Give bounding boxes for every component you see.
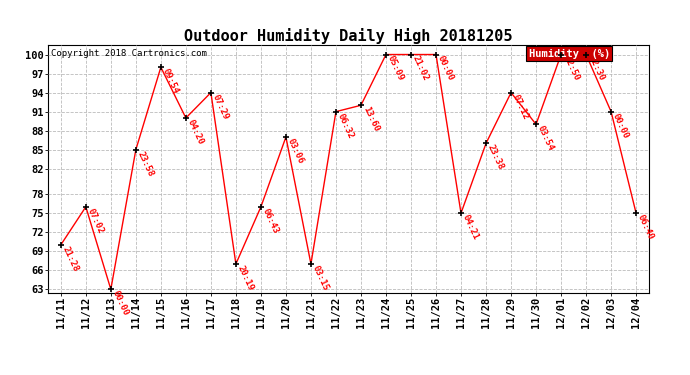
Text: 03:15: 03:15 (311, 264, 331, 292)
Text: 23:58: 23:58 (136, 150, 155, 178)
Text: 07:12: 07:12 (511, 93, 531, 121)
Text: 12:30: 12:30 (586, 54, 606, 82)
Title: Outdoor Humidity Daily High 20181205: Outdoor Humidity Daily High 20181205 (184, 28, 513, 44)
Text: 00:00: 00:00 (436, 54, 455, 82)
Text: Copyright 2018 Cartronics.com: Copyright 2018 Cartronics.com (51, 49, 207, 58)
Text: 13:60: 13:60 (361, 105, 380, 134)
Text: 03:54: 03:54 (536, 124, 555, 153)
Text: 00:00: 00:00 (111, 290, 130, 318)
Text: 07:29: 07:29 (211, 93, 230, 121)
Text: 06:43: 06:43 (261, 207, 280, 235)
Text: 20:19: 20:19 (236, 264, 255, 292)
Text: Humidity  (%): Humidity (%) (529, 49, 610, 59)
Text: 06:32: 06:32 (336, 112, 355, 140)
Text: 00:00: 00:00 (611, 112, 631, 140)
Text: 04:21: 04:21 (461, 213, 480, 242)
Text: 05:09: 05:09 (386, 54, 406, 82)
Text: 03:06: 03:06 (286, 137, 306, 165)
Text: 21:02: 21:02 (411, 54, 431, 82)
Text: 06:40: 06:40 (636, 213, 656, 242)
Text: 07:02: 07:02 (86, 207, 106, 235)
Text: 12:50: 12:50 (561, 54, 580, 82)
Text: 23:38: 23:38 (486, 143, 506, 171)
Text: 21:28: 21:28 (61, 245, 80, 273)
Text: 09:54: 09:54 (161, 67, 180, 95)
Text: 04:20: 04:20 (186, 118, 206, 146)
